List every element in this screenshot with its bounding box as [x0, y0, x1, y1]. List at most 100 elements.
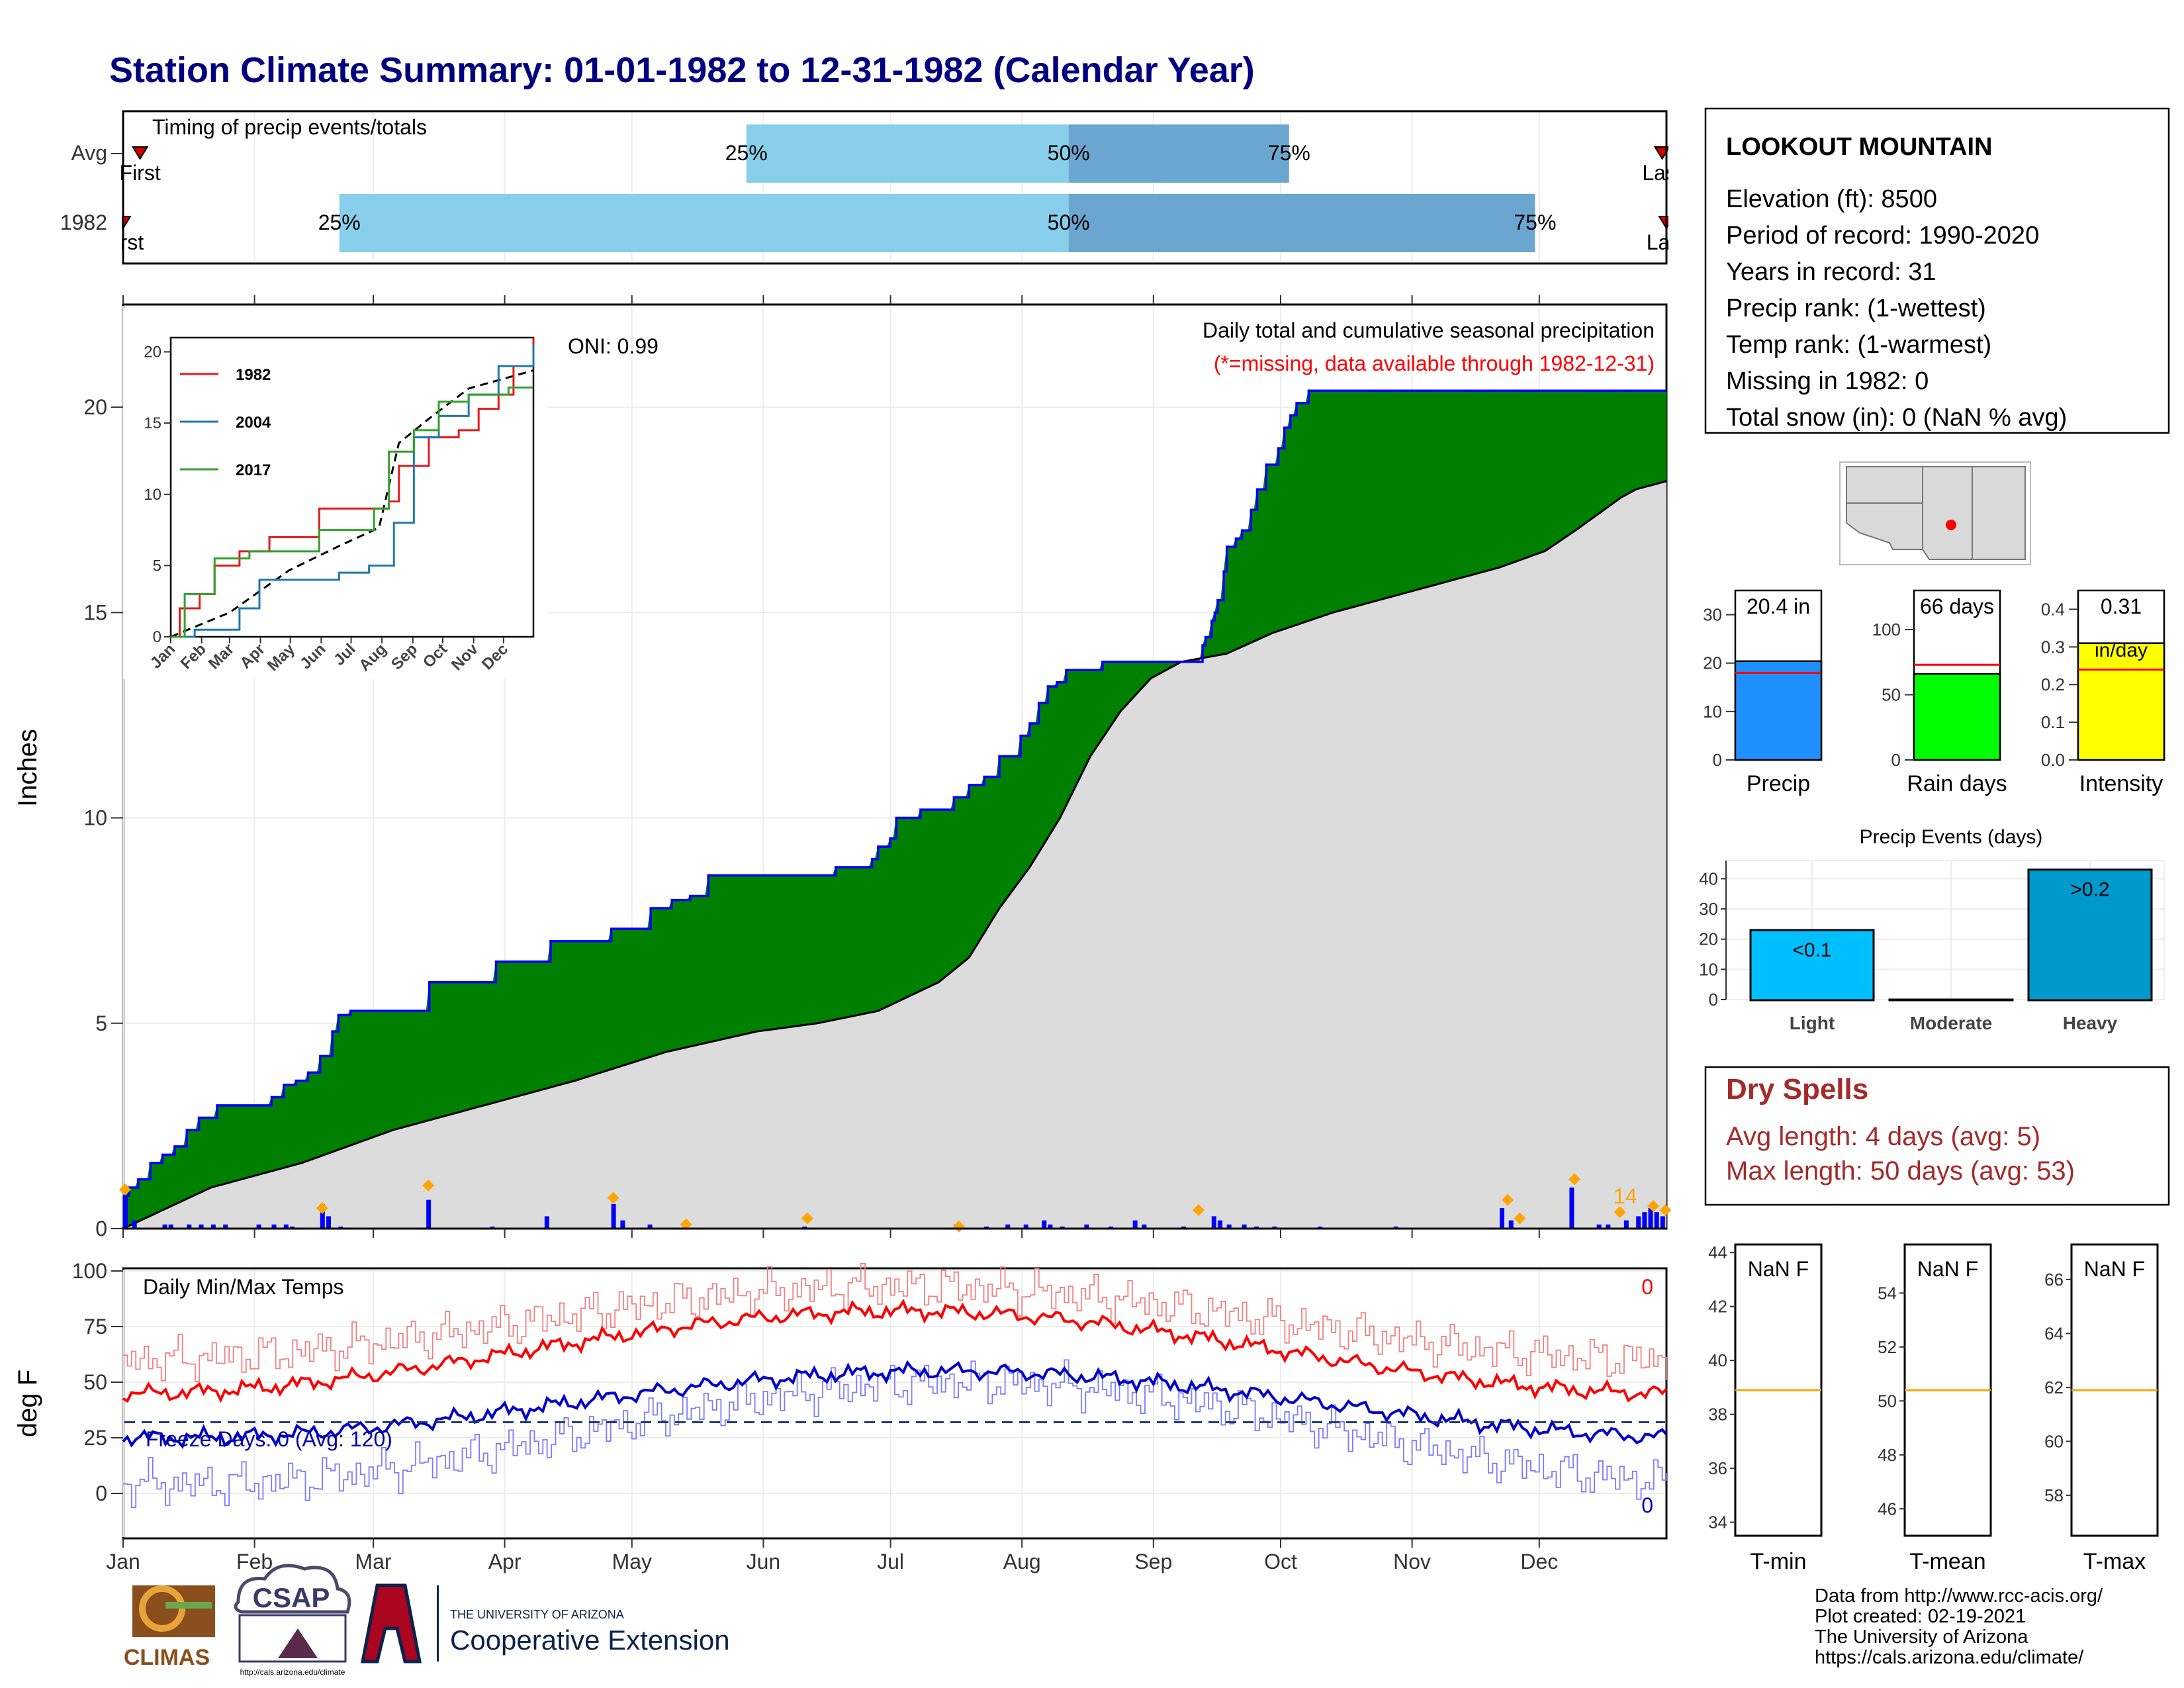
dry-spells-title: Dry Spells	[1726, 1073, 1868, 1105]
dry-spells-max: Max length: 50 days (avg: 53)	[1726, 1156, 2075, 1186]
stat-tick-label: 0.1	[2041, 712, 2065, 732]
daily-precip-bar	[490, 1226, 495, 1229]
events-category-label: Moderate	[1910, 1013, 1992, 1033]
daily-precip-bar	[544, 1216, 549, 1229]
stat-tick-label: 0.2	[2041, 675, 2065, 694]
daily-precip-bar	[1596, 1224, 1602, 1229]
events-bar	[2027, 868, 2153, 1002]
month-tick-label: Jul	[877, 1550, 904, 1573]
stat-tick-label: 0.3	[2041, 637, 2065, 657]
stat-value-label: 20.4 in	[1747, 594, 1810, 618]
stat-value-unit: in/day	[2095, 639, 2148, 661]
events-category-label: Heavy	[2063, 1013, 2118, 1033]
daily-precip-bar	[1569, 1187, 1574, 1229]
page-title: Station Climate Summary: 01-01-1982 to 1…	[109, 50, 1255, 90]
daily-precip-bar	[1048, 1224, 1053, 1229]
stat-tick-label: 30	[1703, 605, 1722, 625]
daily-precip-bar	[187, 1224, 192, 1229]
climas-logo: CLIMAS	[124, 1585, 215, 1670]
station-info-line: Years in record: 31	[1726, 258, 1936, 286]
month-tick-label: Oct	[1264, 1550, 1297, 1573]
daily-precip-bar	[1642, 1212, 1647, 1229]
timing-row-label: Avg	[71, 141, 107, 165]
events-tick-label: 0	[1709, 990, 1718, 1009]
max-temp-line	[122, 1298, 1668, 1403]
stat-tick-label: 10	[1703, 702, 1722, 722]
stat-category-label: Precip	[1747, 771, 1810, 796]
inset-ytick-label: 15	[144, 414, 161, 432]
timing-panel: Timing of precip events/totals Avg 25% 50%…	[60, 106, 1695, 271]
daily-precip-bar	[1654, 1212, 1659, 1229]
daily-precip-bar	[320, 1203, 325, 1229]
stat-value-label: 66 days	[1920, 594, 1994, 618]
events-category-label: Light	[1790, 1013, 1835, 1033]
credit-line: The University of Arizona	[1815, 1626, 2028, 1648]
daily-precip-bar	[1500, 1207, 1505, 1229]
temp-boxes: 34 36 38 40 42 44 NaN F T-min 46 48 50 52 54 NaN F T-m…	[1708, 1243, 2159, 1574]
timing-title: Timing of precip events/totals	[152, 115, 427, 139]
daily-precip-bar	[338, 1226, 343, 1229]
ua-small-text: THE UNIVERSITY OF ARIZONA	[450, 1608, 624, 1621]
missing-marker	[316, 1201, 328, 1214]
max-temp-record-line	[123, 1263, 1667, 1382]
missing-marker	[1568, 1173, 1580, 1186]
freeze-days-label: Freeze Days: 0 (Avg: 120)	[146, 1427, 392, 1451]
stat-tick-label: 0.0	[2041, 750, 2065, 770]
dry-spells-avg: Avg length: 4 days (avg: 5)	[1726, 1122, 2040, 1151]
precip-panel: 0 5 10 15 20 Inches Daily total and cumulati…	[13, 295, 1672, 1241]
events-bar-label: >0.2	[2070, 879, 2109, 901]
inset-legend-label: 2004	[236, 414, 271, 432]
station-info-line: Period of record: 1990-2020	[1726, 222, 2039, 250]
climas-logo-text: CLIMAS	[124, 1645, 210, 1670]
missing-marker	[422, 1179, 435, 1192]
daily-precip-bar	[426, 1199, 432, 1229]
station-name: LOOKOUT MOUNTAIN	[1726, 133, 1992, 161]
daily-precip-bar	[256, 1224, 261, 1229]
daily-precip-bar	[223, 1224, 228, 1229]
inset-ytick-label: 5	[153, 557, 161, 575]
daily-precip-bar	[1606, 1224, 1611, 1229]
inset-ytick-label: 0	[153, 628, 161, 646]
missing-marker	[1192, 1204, 1205, 1217]
daily-precip-bar	[1636, 1216, 1641, 1229]
inset-legend-label: 1982	[236, 366, 271, 384]
timing-bar-50-75	[1068, 194, 1535, 252]
credit-line: https://cals.arizona.edu/climate/	[1815, 1647, 2084, 1668]
daily-precip-bar	[1393, 1226, 1398, 1229]
daily-precip-bar	[1623, 1220, 1629, 1229]
temp-box-label: T-max	[2083, 1549, 2146, 1574]
stat-bar	[1913, 673, 2001, 761]
locator-map	[1839, 461, 2031, 565]
missing-marker	[607, 1192, 619, 1204]
stat-tick-label: 0	[1891, 750, 1901, 770]
temp-box-tick-label: 38	[1708, 1405, 1727, 1425]
month-tick-label: Nov	[1393, 1550, 1431, 1573]
daily-precip-bar	[802, 1226, 807, 1229]
month-tick-label: Jan	[106, 1550, 140, 1573]
daily-precip-bar	[1648, 1207, 1653, 1229]
daily-precip-bar	[1060, 1226, 1065, 1229]
svg-text:1982: 1982	[60, 211, 107, 234]
station-info-line: Temp rank: (1-warmest)	[1726, 331, 1991, 359]
month-tick-label: Dec	[1520, 1550, 1558, 1573]
daily-precip-bar	[123, 1196, 128, 1229]
temp-box-value: NaN F	[2084, 1257, 2145, 1281]
precip-ytick-label: 15	[83, 600, 107, 624]
precip-subtitle: Daily total and cumulative seasonal prec…	[1203, 318, 1655, 342]
temp-panel: 0 25 50 75 100 Daily Min/Max Temps Freeze Da…	[13, 1259, 1668, 1573]
daily-precip-bar	[1226, 1224, 1232, 1229]
temp-box-tick-label: 44	[1708, 1243, 1727, 1262]
daily-precip-bar	[1242, 1224, 1247, 1229]
temp-box-label: T-mean	[1909, 1549, 1985, 1574]
daily-precip-bar	[1023, 1224, 1028, 1229]
missing-marker	[1514, 1212, 1526, 1225]
temp-ytick-label: 0	[95, 1481, 107, 1505]
station-info-line: Missing in 1982: 0	[1726, 367, 1929, 395]
daily-precip-bar	[326, 1216, 331, 1229]
events-tick-label: 10	[1699, 959, 1718, 979]
temp-box-tick-label: 46	[1878, 1499, 1897, 1519]
inset-ytick-label: 20	[144, 344, 161, 361]
daily-precip-bar	[1132, 1220, 1138, 1229]
daily-precip-bar	[168, 1224, 173, 1229]
